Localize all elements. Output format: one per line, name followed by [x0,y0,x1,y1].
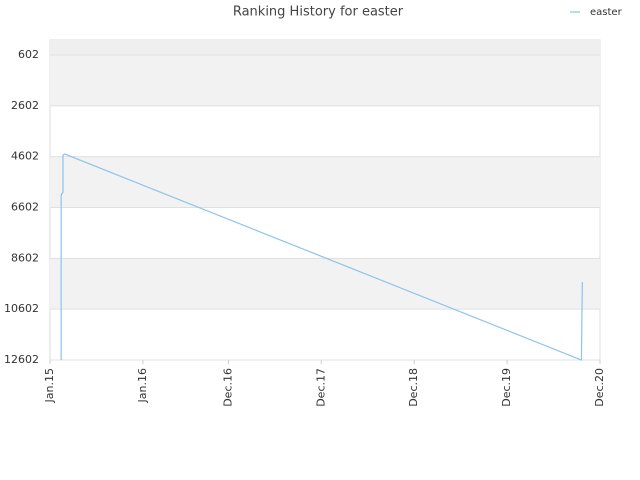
y-tick-label: 10602 [4,302,39,315]
series-line [60,153,583,361]
y-tick-label: 2602 [11,99,39,112]
y-tick-label: 602 [18,48,39,61]
x-tick-label: Dec.19 [500,368,513,407]
y-tick-label: 12602 [4,353,39,366]
band [50,54,600,106]
band [50,156,600,208]
x-tick-label: Dec.17 [314,368,327,407]
y-tick-label: 8602 [11,251,39,264]
y-tick-label: 6602 [11,200,39,213]
x-tick-label: Dec.16 [221,368,234,407]
x-tick-label: Jan.15 [43,368,56,403]
chart-title: Ranking History for easter [233,5,404,20]
x-tick-label: Jan.16 [136,368,149,403]
x-tick-label: Dec.18 [407,368,420,407]
legend-label: easter [590,7,623,18]
band [50,258,600,310]
y-tick-label: 4602 [11,150,39,163]
x-tick-label: Dec.20 [593,368,606,407]
band [50,40,600,55]
